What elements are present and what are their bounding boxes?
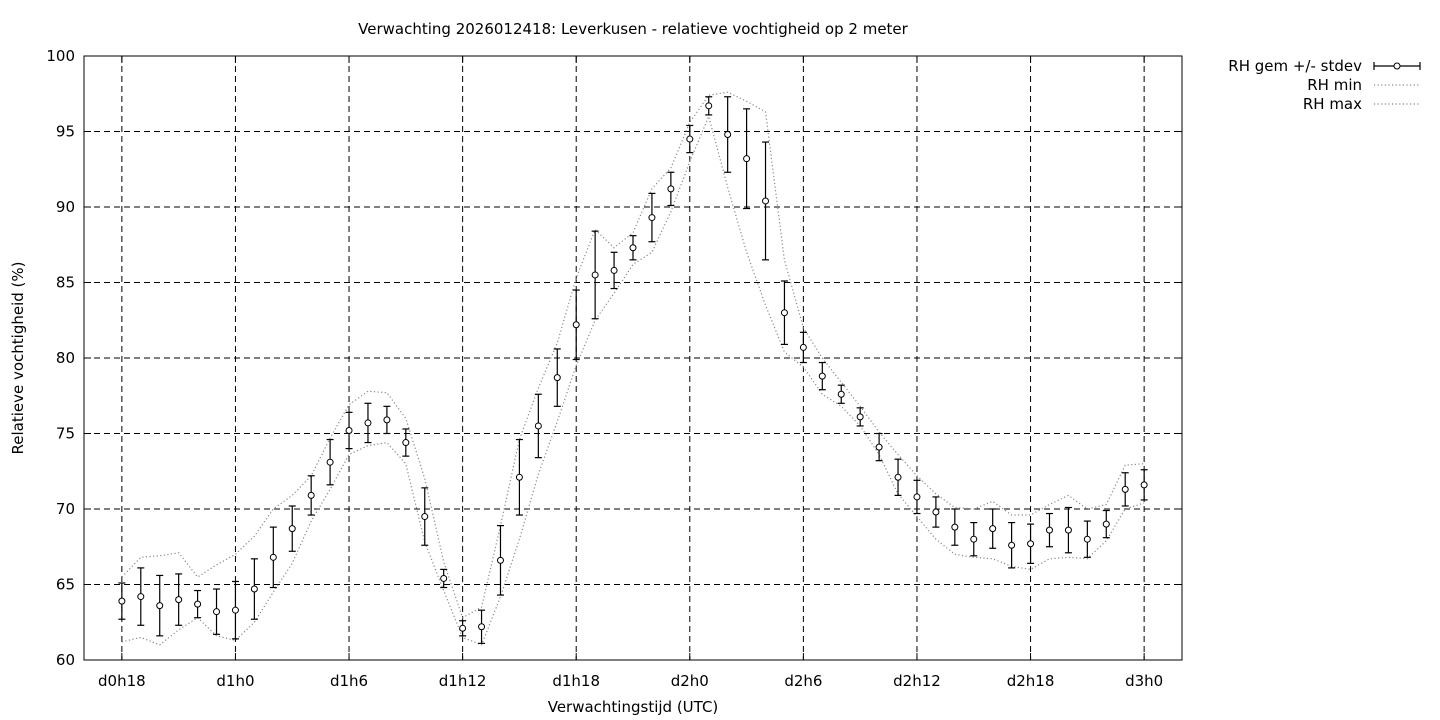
data-point — [648, 214, 656, 222]
data-point — [175, 596, 183, 604]
x-tick-label: d2h6 — [784, 672, 822, 690]
data-point — [326, 458, 334, 466]
x-tick-label: d0h18 — [98, 672, 146, 690]
data-point — [156, 602, 164, 610]
data-point — [743, 155, 751, 163]
data-point — [856, 413, 864, 421]
data-point — [307, 491, 315, 499]
data-point — [231, 606, 239, 614]
legend-label: RH gem +/- stdev — [1228, 57, 1362, 75]
rh-min-series — [121, 114, 1145, 646]
data-point — [875, 443, 883, 451]
data-point — [762, 197, 770, 205]
data-point — [1102, 520, 1110, 528]
data-point — [894, 473, 902, 481]
data-point — [818, 372, 826, 380]
data-point — [667, 185, 675, 193]
data-point — [686, 135, 694, 143]
data-point — [364, 419, 372, 427]
y-tick-label: 85 — [56, 274, 75, 292]
x-tick-label: d1h12 — [439, 672, 487, 690]
data-point — [250, 585, 258, 593]
data-point — [421, 513, 429, 521]
data-point — [989, 525, 997, 533]
y-tick-label: 80 — [56, 349, 75, 367]
data-point — [1140, 481, 1148, 489]
data-point — [705, 102, 713, 110]
y-axis-label: Relatieve vochtigheid (%) — [9, 261, 27, 454]
data-point — [553, 374, 561, 382]
y-tick-label: 90 — [56, 198, 75, 216]
y-tick-label: 100 — [46, 47, 75, 65]
x-tick-label: d2h12 — [893, 672, 941, 690]
legend-label: RH max — [1303, 95, 1362, 113]
data-point — [724, 131, 732, 139]
data-point — [534, 422, 542, 430]
x-tick-label: d1h6 — [330, 672, 368, 690]
data-point — [1045, 526, 1053, 534]
legend-swatch-point — [1393, 62, 1401, 70]
data-point — [837, 390, 845, 398]
data-point — [799, 343, 807, 351]
y-tick-label: 75 — [56, 425, 75, 443]
legend-label: RH min — [1307, 76, 1362, 94]
x-tick-label: d2h0 — [671, 672, 709, 690]
y-tick-label: 70 — [56, 500, 75, 518]
data-point — [137, 593, 145, 601]
data-point — [913, 493, 921, 501]
data-point — [345, 426, 353, 434]
data-point — [572, 321, 580, 329]
data-point — [269, 553, 277, 561]
data-point — [383, 416, 391, 424]
data-point — [496, 556, 504, 564]
x-axis: d0h18 d1h0 d1h6 d1h12 d1h18 d2h0 d2h6 d2h12 d2h1… — [98, 56, 1163, 690]
data-point — [1027, 540, 1035, 548]
data-point — [194, 600, 202, 608]
x-axis-label: Verwachtingstijd (UTC) — [548, 698, 719, 716]
data-point — [780, 309, 788, 317]
data-point — [118, 597, 126, 605]
rh-min-line — [121, 114, 1145, 646]
x-tick-label: d2h18 — [1007, 672, 1055, 690]
data-point — [610, 266, 618, 274]
y-axis: 60 65 70 75 80 85 90 95 100 — [46, 47, 1182, 669]
x-tick-label: d3h0 — [1125, 672, 1163, 690]
x-tick-label: d1h0 — [216, 672, 254, 690]
rh-max-series — [121, 91, 1145, 619]
data-point — [213, 608, 221, 616]
rh-mean-series — [118, 96, 1148, 644]
data-point — [932, 508, 940, 516]
data-point — [478, 623, 486, 631]
grid — [84, 56, 1182, 660]
data-point — [629, 244, 637, 252]
rh-max-line — [121, 91, 1145, 619]
data-point — [515, 473, 523, 481]
y-tick-label: 60 — [56, 651, 75, 669]
data-point — [288, 525, 296, 533]
y-tick-label: 95 — [56, 123, 75, 141]
data-point — [970, 535, 978, 543]
chart-title: Verwachting 2026012418: Leverkusen - rel… — [358, 20, 909, 38]
data-point — [1008, 541, 1016, 549]
data-point — [1121, 485, 1129, 493]
y-tick-label: 65 — [56, 576, 75, 594]
data-point — [951, 523, 959, 531]
data-point — [440, 574, 448, 582]
x-tick-label: d1h18 — [552, 672, 600, 690]
data-point — [1064, 526, 1072, 534]
data-point — [459, 624, 467, 632]
data-point — [1083, 535, 1091, 543]
data-point — [402, 439, 410, 447]
data-point — [591, 271, 599, 279]
